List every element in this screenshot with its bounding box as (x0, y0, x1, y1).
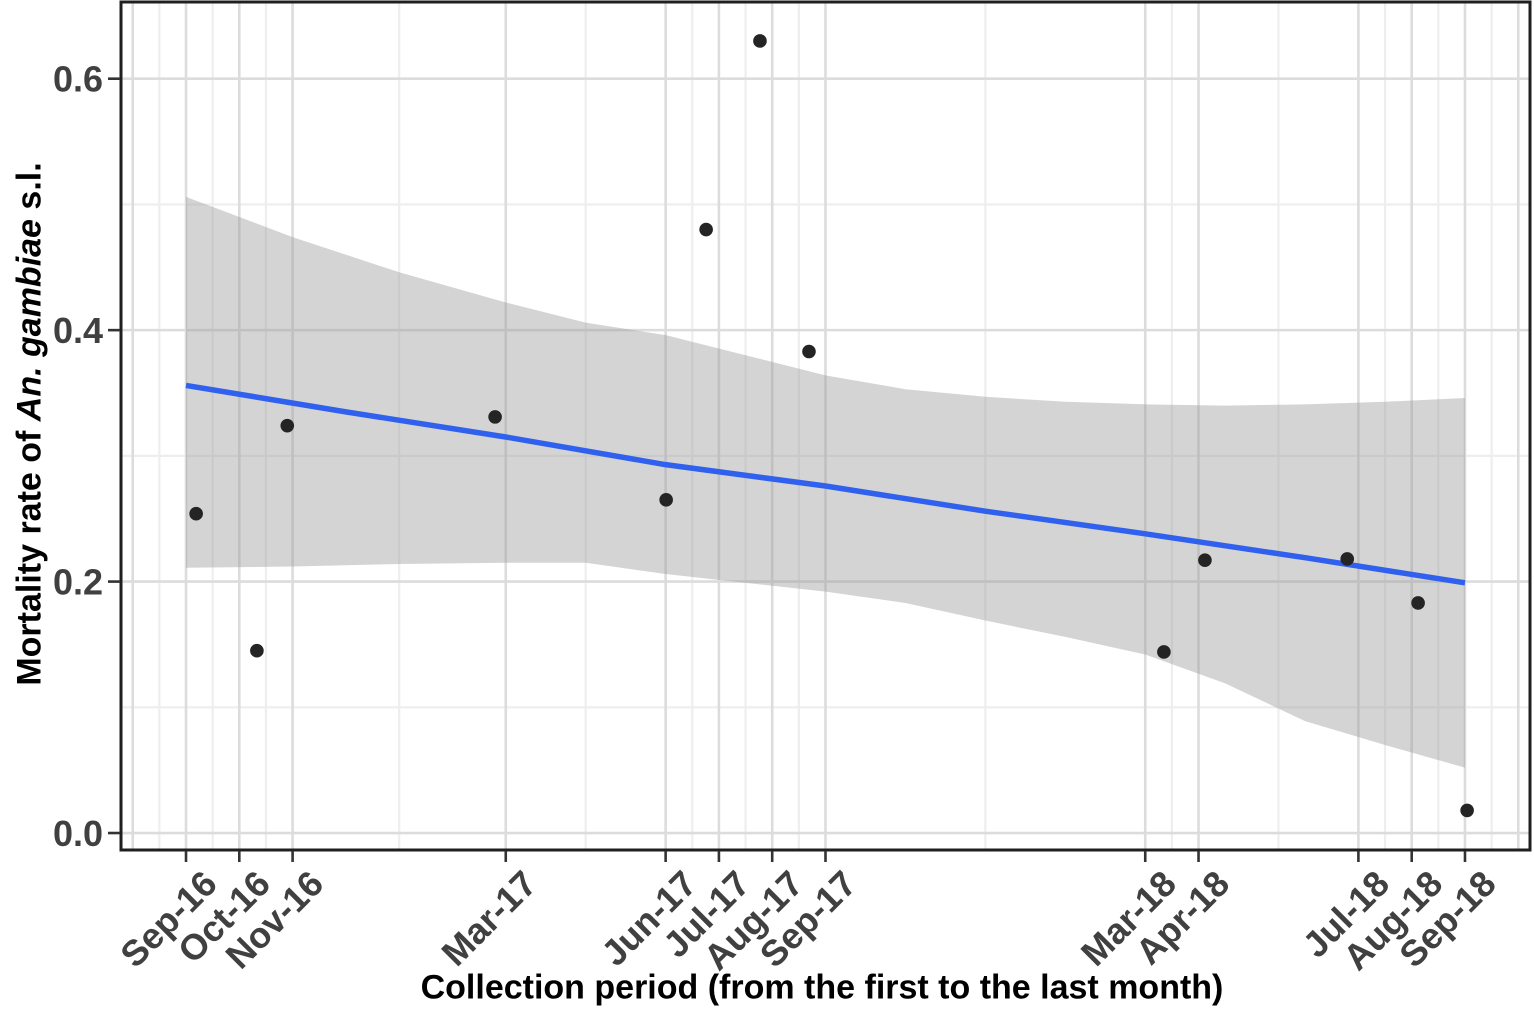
data-point (699, 222, 713, 237)
y-tick-label: 0.4 (53, 310, 103, 351)
data-point (802, 344, 816, 359)
data-point (659, 493, 673, 507)
y-tick-label: 0.6 (53, 59, 103, 100)
data-point (280, 418, 295, 433)
confidence-band (186, 196, 1465, 768)
x-tick-label: Mar-17 (433, 863, 544, 974)
data-point (753, 34, 767, 48)
y-axis-title-part: Mortality rate of (10, 421, 49, 686)
data-point (488, 410, 502, 424)
data-point (189, 506, 203, 521)
data-point (1411, 596, 1425, 610)
y-axis-title-species-italic: An. gambiae (10, 219, 49, 422)
y-axis-title: Mortality rate of An. gambiae s.l. (11, 162, 50, 685)
x-axis-title: Collection period (from the first to the… (420, 968, 1224, 1007)
data-point (250, 643, 264, 658)
y-axis-title-part: s.l. (10, 162, 49, 220)
data-point (1460, 803, 1474, 818)
data-point (1340, 552, 1355, 566)
data-point (1157, 645, 1171, 659)
panel-border (119, 0, 1532, 852)
y-tick-label: 0.0 (53, 813, 103, 854)
data-point (1198, 553, 1212, 568)
y-tick-label: 0.2 (53, 562, 103, 603)
trend-line (185, 382, 1466, 586)
